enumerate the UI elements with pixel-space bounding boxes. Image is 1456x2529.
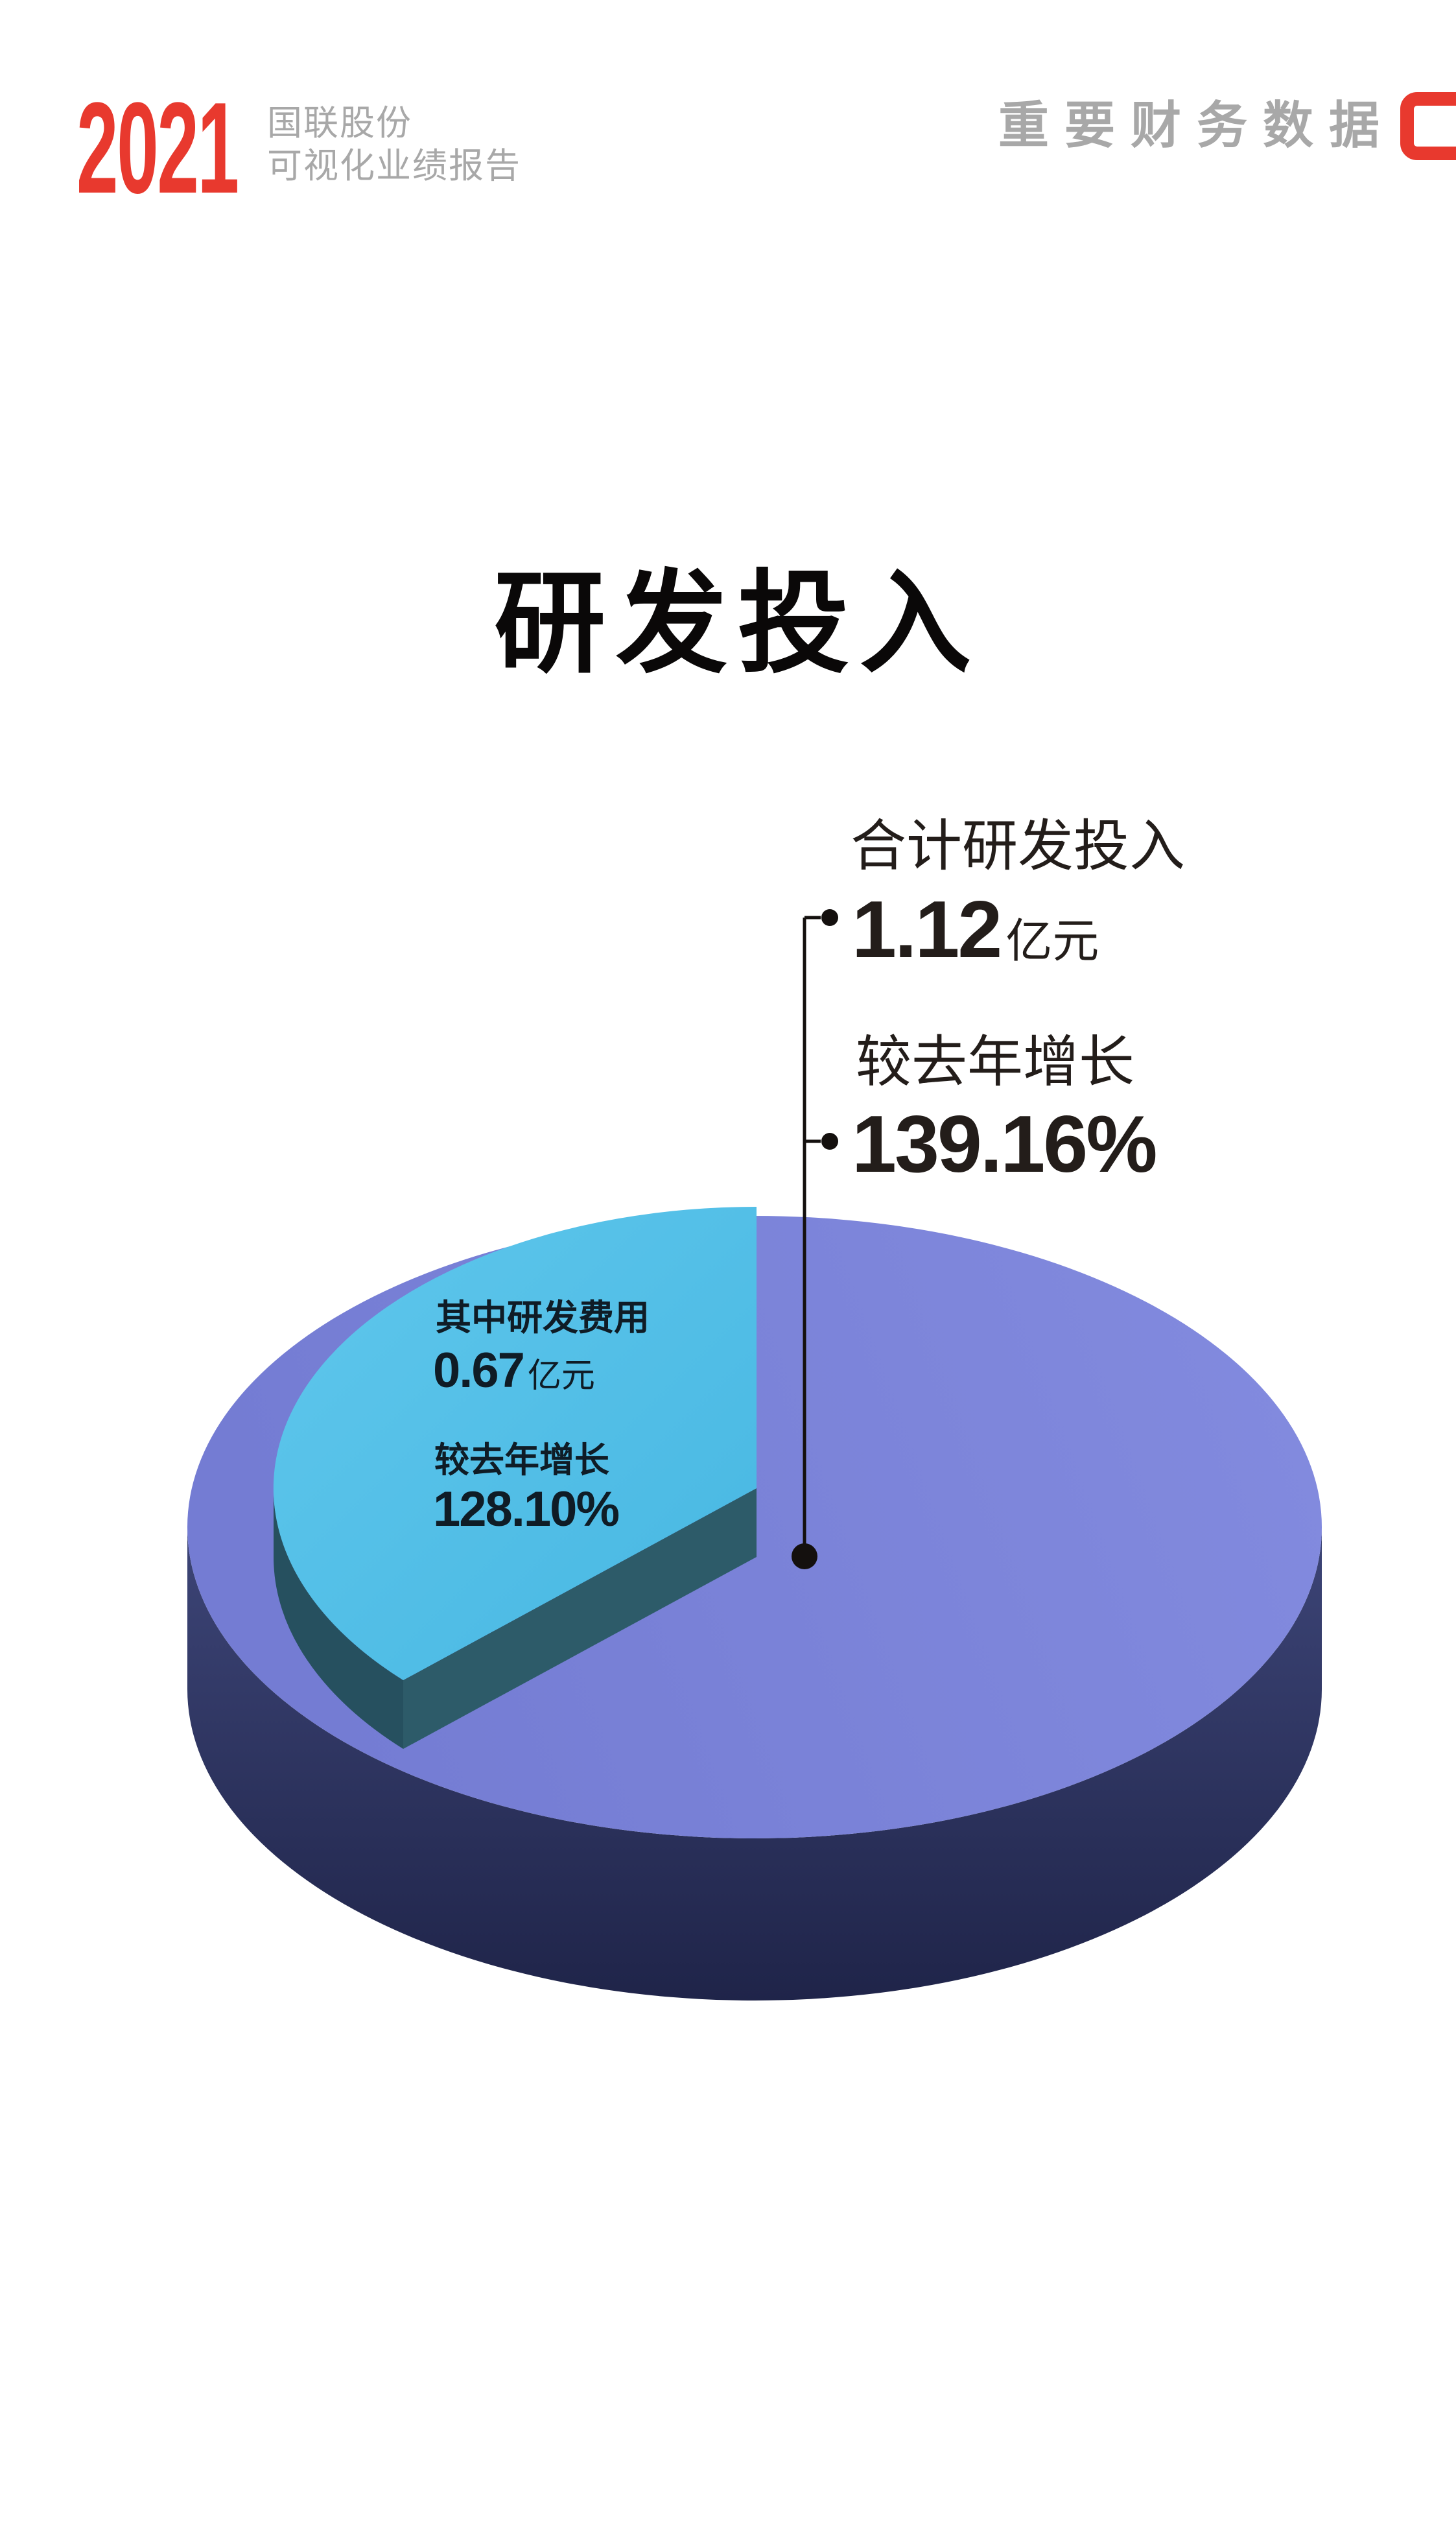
total-growth-label: 较去年增长 <box>856 1031 1134 1093</box>
expense-growth-value: 128.10% <box>433 1482 620 1537</box>
total-investment-value-row: 1.12 亿元 <box>852 890 1099 970</box>
company-name: 国联股份 <box>267 104 412 143</box>
pie-body-side <box>187 1527 1322 2001</box>
annotation-line <box>803 916 821 1556</box>
year-label: 2021 <box>76 76 239 220</box>
report-type: 可视化业绩报告 <box>267 147 521 185</box>
expense-growth-value-row: 128.10% <box>433 1482 620 1537</box>
total-growth-value: 139.16% <box>852 1100 1158 1189</box>
annotation-dot-center <box>792 1543 817 1569</box>
total-investment-unit: 亿元 <box>1005 916 1099 968</box>
expense-label: 其中研发费用 <box>436 1298 650 1338</box>
slice-top-surface <box>273 1207 757 1680</box>
report-identity: 国联股份 可视化业绩报告 <box>267 102 521 187</box>
total-investment-value: 1.12 <box>852 885 1002 975</box>
total-growth-value-row: 139.16% <box>852 1100 1158 1189</box>
annotation-dot-growth <box>821 1133 838 1150</box>
expense-value: 0.67 <box>433 1343 525 1398</box>
expense-unit: 亿元 <box>527 1357 595 1395</box>
total-investment-label: 合计研发投入 <box>851 815 1185 877</box>
expense-growth-label: 较去年增长 <box>434 1441 609 1480</box>
logo-bracket-icon <box>1400 92 1456 160</box>
slice-side-straight <box>403 1488 757 1749</box>
slice-side-arc <box>274 1488 403 1749</box>
section-title: 重要财务数据 <box>998 97 1396 154</box>
expense-value-row: 0.67 亿元 <box>433 1346 595 1395</box>
annotation-dot-total <box>821 909 838 926</box>
page-title: 研发投入 <box>494 562 981 686</box>
